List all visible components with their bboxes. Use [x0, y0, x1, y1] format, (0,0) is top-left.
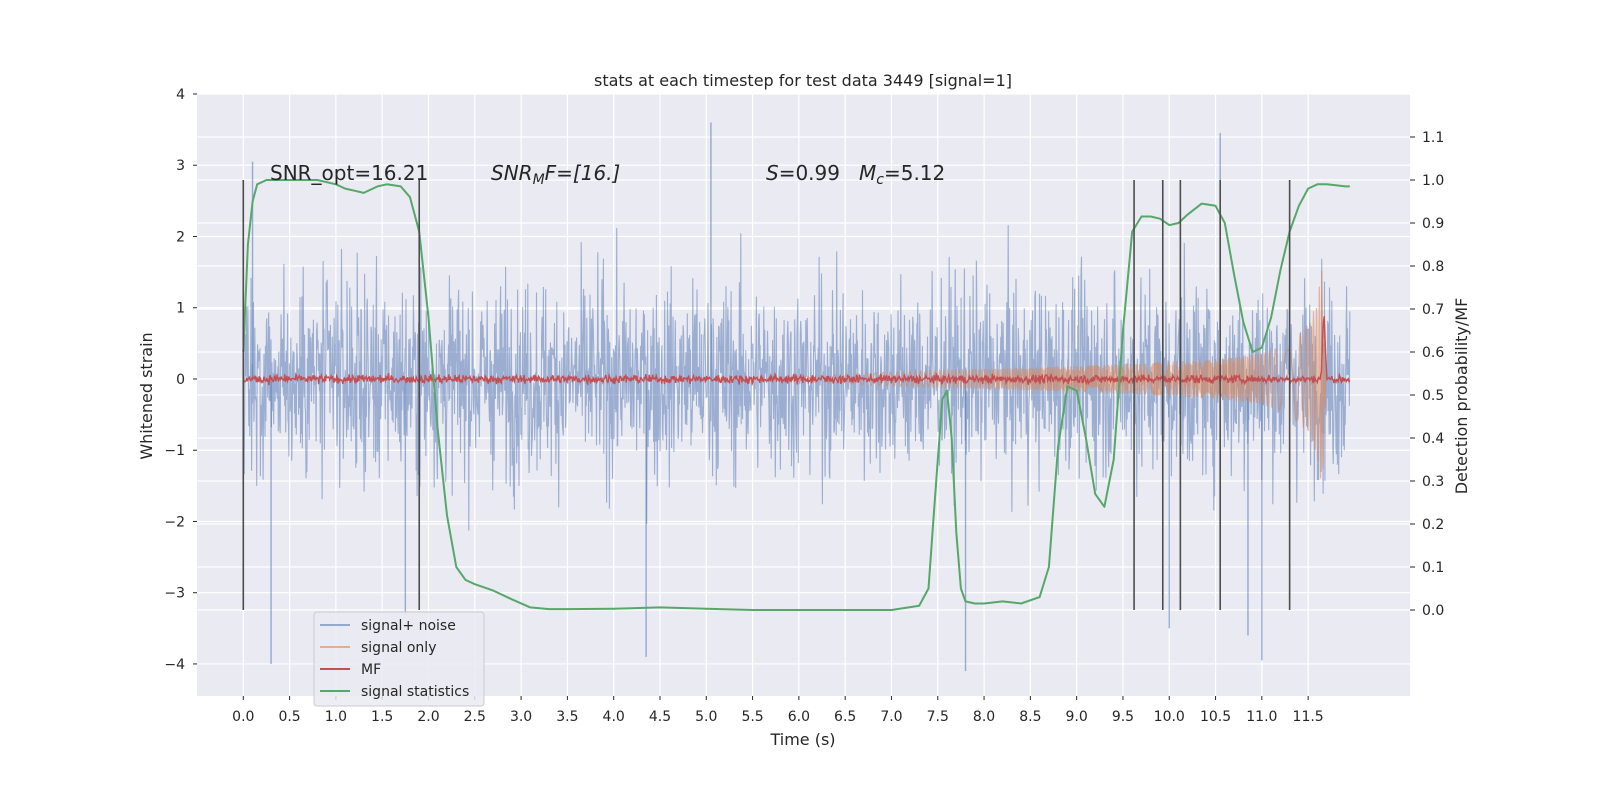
y-tick-label: 0: [176, 372, 185, 388]
snr-mf-subscript: M: [533, 172, 545, 188]
x-tick-label: 7.5: [927, 709, 949, 725]
x-axis-ticks: 0.0 0.5 1.0 1.5 2.0 2.5 3.0 3.5 4.0 4.5 5.0 5.5 6.0 6…: [232, 696, 1324, 725]
x-tick-label: 10.0: [1154, 709, 1185, 725]
legend-label: MF: [361, 662, 381, 678]
signal-statistics-line: [242, 179, 1350, 611]
y-tick-label: 4: [176, 87, 185, 103]
y-tick-label: 2: [176, 229, 185, 245]
vertical-markers: [242, 180, 1291, 610]
y2-tick-label: 0.2: [1422, 517, 1444, 533]
y-axis-ticks: −4 −3 −2 −1 0 1 2 3 4: [164, 87, 197, 673]
signal-noise-trace: [242, 225, 1351, 531]
x-tick-label: 5.5: [741, 709, 763, 725]
y2-axis-label: Detection probability/MF: [1452, 298, 1471, 495]
y-tick-label: 1: [176, 301, 185, 317]
y2-tick-label: 0.1: [1422, 560, 1444, 576]
y2-tick-label: 1.0: [1422, 173, 1444, 189]
annotation-snr-mf: SNRMF=[16.]: [491, 161, 620, 188]
y2-tick-label: 0.5: [1422, 388, 1444, 404]
x-tick-label: 11.0: [1246, 709, 1277, 725]
legend-box: [313, 611, 485, 707]
y2-tick-label: 0.9: [1422, 216, 1444, 232]
chart-title: stats at each timestep for test data 344…: [594, 71, 1012, 90]
x-axis-label: Time (s): [769, 730, 835, 749]
x-tick-label: 3.0: [510, 709, 532, 725]
mc-name: M: [859, 161, 876, 185]
y2-tick-label: 0.6: [1422, 345, 1444, 361]
x-tick-label: 8.0: [973, 709, 995, 725]
s-name: S: [766, 161, 779, 185]
mc-subscript: c: [876, 172, 884, 188]
y-tick-label: −1: [164, 443, 185, 459]
snr-mf-name: SNR: [491, 161, 533, 185]
x-tick-label: 5.0: [695, 709, 717, 725]
y-axis-label: Whitened strain: [137, 332, 156, 459]
legend: signal+ noise signal only MF signal statist…: [313, 611, 485, 707]
y2-tick-label: 0.8: [1422, 259, 1444, 275]
y-tick-label: −2: [164, 514, 185, 530]
annotation-mc: Mc=5.12: [859, 161, 945, 188]
mf-trace: [242, 316, 1351, 387]
x-tick-label: 4.0: [603, 709, 625, 725]
x-tick-label: 9.5: [1112, 709, 1134, 725]
x-tick-label: 1.0: [325, 709, 347, 725]
legend-label: signal statistics: [361, 684, 469, 700]
y2-tick-label: 0.0: [1422, 603, 1444, 619]
x-tick-label: 10.5: [1200, 709, 1231, 725]
x-tick-label: 8.5: [1019, 709, 1041, 725]
x-tick-label: 7.0: [880, 709, 902, 725]
y2-tick-label: 0.4: [1422, 431, 1444, 447]
x-tick-label: 9.0: [1066, 709, 1088, 725]
y-tick-label: 3: [176, 158, 185, 174]
y2-tick-label: 0.7: [1422, 302, 1444, 318]
x-tick-label: 11.5: [1293, 709, 1324, 725]
x-tick-label: 2.5: [464, 709, 486, 725]
s-value: =0.99: [779, 161, 840, 185]
y2-tick-label: 0.3: [1422, 474, 1444, 490]
x-tick-label: 6.0: [788, 709, 810, 725]
x-tick-label: 3.5: [556, 709, 578, 725]
annotation-snr-opt: SNR_opt=16.21: [270, 161, 428, 185]
y-tick-label: −3: [164, 586, 185, 602]
y2-tick-label: 1.1: [1422, 130, 1444, 146]
x-tick-label: 2.0: [417, 709, 439, 725]
x-tick-label: 4.5: [649, 709, 671, 725]
annotation-s: S=0.99: [766, 161, 840, 185]
x-tick-label: 0.0: [232, 709, 254, 725]
legend-label: signal+ noise: [361, 618, 456, 634]
y-tick-label: −4: [164, 657, 185, 673]
legend-label: signal only: [361, 640, 436, 656]
snr-mf-f: F=[16.]: [545, 161, 621, 185]
y2-axis-ticks: 0.0 0.1 0.2 0.3 0.4 0.5 0.6 0.7 0.8 0.9 1.0 1.1: [1410, 130, 1444, 619]
x-tick-label: 1.5: [371, 709, 393, 725]
x-tick-label: 0.5: [278, 709, 300, 725]
x-tick-label: 6.5: [834, 709, 856, 725]
mc-value: =5.12: [884, 161, 945, 185]
